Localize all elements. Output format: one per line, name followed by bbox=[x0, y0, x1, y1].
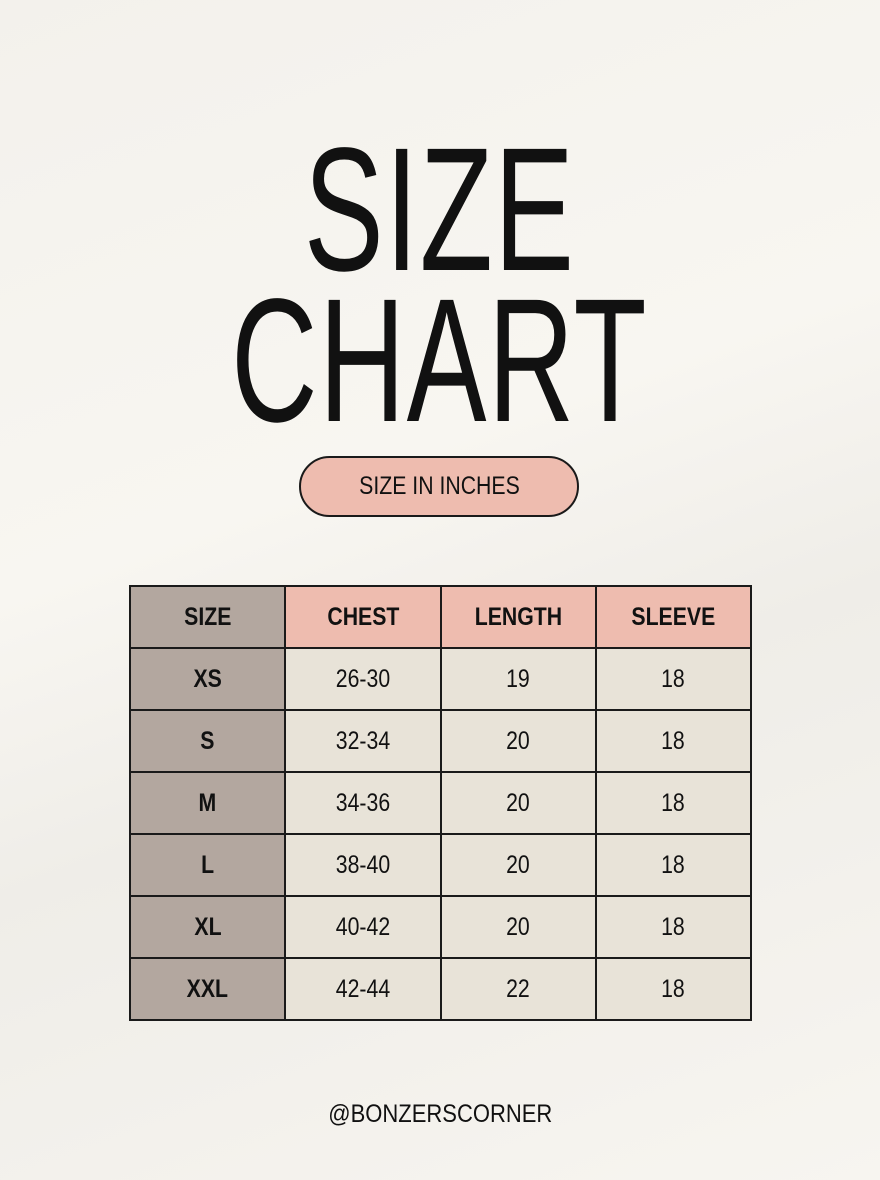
table-row: M 34-36 20 18 bbox=[128, 771, 753, 835]
size-label-cell: S bbox=[128, 709, 287, 773]
measurement-cell-text: 19 bbox=[506, 664, 530, 693]
measurement-cell-text: 18 bbox=[661, 850, 686, 879]
size-table: SIZE CHEST LENGTH SLEEVE XS 26-30 19 18 S 32-34 20… bbox=[128, 585, 753, 1021]
unit-badge-label: SIZE IN INCHES bbox=[358, 472, 520, 500]
measurement-cell-text: 18 bbox=[661, 788, 686, 817]
measurement-cell-text: 38-40 bbox=[335, 850, 391, 879]
measurement-cell: 18 bbox=[594, 895, 753, 959]
size-label-cell: XXL bbox=[128, 957, 287, 1021]
header-sleeve-text: SLEEVE bbox=[631, 602, 716, 631]
measurement-cell-text: 20 bbox=[506, 912, 530, 941]
measurement-cell-text: 18 bbox=[661, 912, 686, 941]
header-length-text: LENGTH bbox=[474, 602, 562, 631]
table-row: S 32-34 20 18 bbox=[128, 709, 753, 773]
table-row: XL 40-42 20 18 bbox=[128, 895, 753, 959]
measurement-cell-text: 40-42 bbox=[335, 912, 391, 941]
measurement-cell: 42-44 bbox=[284, 957, 442, 1021]
measurement-cell-text: 42-44 bbox=[335, 974, 391, 1003]
measurement-cell-text: 20 bbox=[506, 850, 530, 879]
measurement-cell-text: 32-34 bbox=[335, 726, 391, 755]
measurement-cell: 20 bbox=[439, 709, 597, 773]
unit-badge: SIZE IN INCHES bbox=[299, 456, 579, 517]
measurement-cell-text: 18 bbox=[661, 726, 686, 755]
title-text-chart: CHART bbox=[231, 263, 649, 459]
title-text-size: SIZE bbox=[304, 112, 576, 308]
measurement-cell-text: 18 bbox=[661, 974, 686, 1003]
header-size: SIZE bbox=[128, 585, 287, 649]
measurement-cell-text: 20 bbox=[506, 788, 530, 817]
measurement-cell-text: 34-36 bbox=[335, 788, 391, 817]
social-handle-text: @BONZERSCORNER bbox=[327, 1100, 553, 1128]
measurement-cell: 20 bbox=[439, 771, 597, 835]
header-length: LENGTH bbox=[439, 585, 597, 649]
measurement-cell: 18 bbox=[594, 957, 753, 1021]
size-label-cell: XS bbox=[128, 647, 287, 711]
size-label-cell: M bbox=[128, 771, 287, 835]
social-handle: @BONZERSCORNER bbox=[0, 1100, 880, 1129]
measurement-cell: 22 bbox=[439, 957, 597, 1021]
table-row: L 38-40 20 18 bbox=[128, 833, 753, 897]
measurement-cell: 38-40 bbox=[284, 833, 442, 897]
size-label-cell-text: XXL bbox=[186, 974, 229, 1003]
measurement-cell-text: 26-30 bbox=[335, 664, 391, 693]
measurement-cell: 20 bbox=[439, 833, 597, 897]
size-label-cell-text: XS bbox=[193, 664, 222, 693]
measurement-cell: 20 bbox=[439, 895, 597, 959]
measurement-cell: 40-42 bbox=[284, 895, 442, 959]
header-size-text: SIZE bbox=[183, 602, 232, 631]
size-label-cell-text: M bbox=[198, 788, 217, 817]
title-line-2: CHART bbox=[0, 273, 880, 449]
table-row: XXL 42-44 22 18 bbox=[128, 957, 753, 1021]
measurement-cell: 18 bbox=[594, 647, 753, 711]
size-label-cell-text: XL bbox=[194, 912, 222, 941]
measurement-cell: 18 bbox=[594, 771, 753, 835]
size-label-cell-text: L bbox=[201, 850, 215, 879]
measurement-cell: 19 bbox=[439, 647, 597, 711]
measurement-cell: 26-30 bbox=[284, 647, 442, 711]
size-label-cell: XL bbox=[128, 895, 287, 959]
measurement-cell-text: 18 bbox=[661, 664, 686, 693]
title-line-1: SIZE bbox=[0, 122, 880, 298]
table-header-row: SIZE CHEST LENGTH SLEEVE bbox=[128, 585, 753, 649]
measurement-cell: 32-34 bbox=[284, 709, 442, 773]
measurement-cell: 18 bbox=[594, 709, 753, 773]
header-chest-text: CHEST bbox=[326, 602, 399, 631]
header-sleeve: SLEEVE bbox=[594, 585, 753, 649]
measurement-cell: 34-36 bbox=[284, 771, 442, 835]
measurement-cell: 18 bbox=[594, 833, 753, 897]
measurement-cell-text: 20 bbox=[506, 726, 530, 755]
size-label-cell: L bbox=[128, 833, 287, 897]
table-row: XS 26-30 19 18 bbox=[128, 647, 753, 711]
measurement-cell-text: 22 bbox=[506, 974, 530, 1003]
size-label-cell-text: S bbox=[200, 726, 215, 755]
header-chest: CHEST bbox=[284, 585, 442, 649]
